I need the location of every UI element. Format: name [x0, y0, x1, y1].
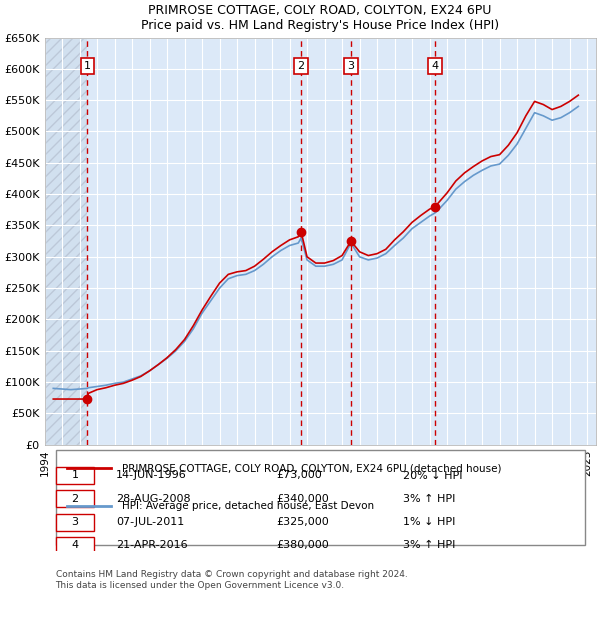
Text: £73,000: £73,000 — [276, 471, 322, 480]
FancyBboxPatch shape — [56, 537, 94, 554]
Text: 3% ↑ HPI: 3% ↑ HPI — [403, 541, 455, 551]
Text: 3: 3 — [347, 61, 355, 71]
Text: 4: 4 — [431, 61, 439, 71]
Title: PRIMROSE COTTAGE, COLY ROAD, COLYTON, EX24 6PU
Price paid vs. HM Land Registry's: PRIMROSE COTTAGE, COLY ROAD, COLYTON, EX… — [141, 4, 499, 32]
Text: 2: 2 — [71, 494, 79, 504]
Text: 1: 1 — [71, 471, 79, 480]
Text: £325,000: £325,000 — [276, 517, 329, 527]
Text: Contains HM Land Registry data © Crown copyright and database right 2024.
This d: Contains HM Land Registry data © Crown c… — [56, 570, 407, 590]
Text: £340,000: £340,000 — [276, 494, 329, 504]
Text: £380,000: £380,000 — [276, 541, 329, 551]
Text: 07-JUL-2011: 07-JUL-2011 — [116, 517, 184, 527]
Text: 3: 3 — [71, 517, 79, 527]
Text: 3% ↑ HPI: 3% ↑ HPI — [403, 494, 455, 504]
FancyBboxPatch shape — [56, 513, 94, 531]
Text: 4: 4 — [71, 541, 79, 551]
Text: 20% ↓ HPI: 20% ↓ HPI — [403, 471, 463, 480]
Text: 21-APR-2016: 21-APR-2016 — [116, 541, 188, 551]
FancyBboxPatch shape — [56, 490, 94, 507]
Text: 2: 2 — [298, 61, 305, 71]
FancyBboxPatch shape — [56, 467, 94, 484]
Text: 14-JUN-1996: 14-JUN-1996 — [116, 471, 187, 480]
Text: HPI: Average price, detached house, East Devon: HPI: Average price, detached house, East… — [122, 501, 374, 512]
FancyBboxPatch shape — [56, 450, 585, 546]
Text: PRIMROSE COTTAGE, COLY ROAD, COLYTON, EX24 6PU (detached house): PRIMROSE COTTAGE, COLY ROAD, COLYTON, EX… — [122, 463, 501, 473]
Text: 1: 1 — [84, 61, 91, 71]
Text: 28-AUG-2008: 28-AUG-2008 — [116, 494, 191, 504]
Text: 1% ↓ HPI: 1% ↓ HPI — [403, 517, 455, 527]
